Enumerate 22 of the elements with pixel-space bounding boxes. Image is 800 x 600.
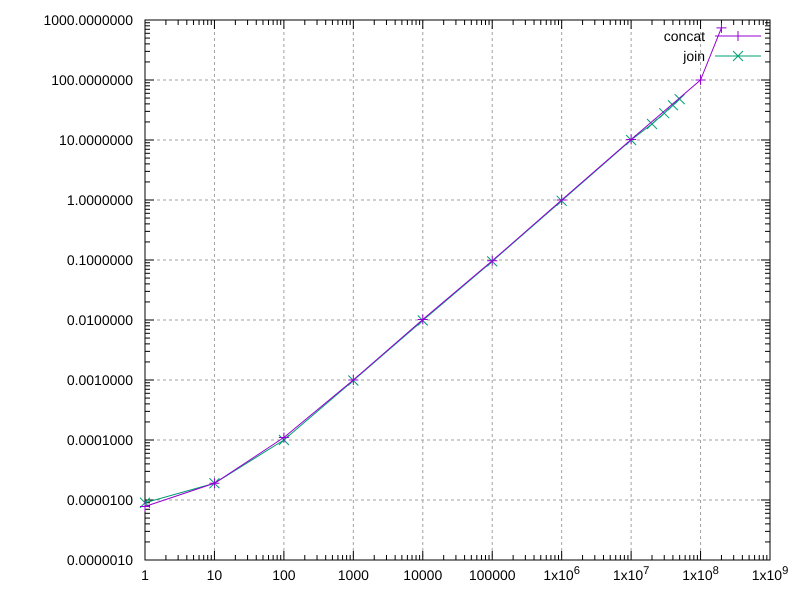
y-tick-label: 1000.0000000 <box>43 12 134 28</box>
x-tick-label: 100000 <box>468 567 516 583</box>
y-tick-label: 0.0100000 <box>66 312 134 328</box>
x-tick-label: 10 <box>206 567 222 583</box>
x-tick-label: 100 <box>272 567 296 583</box>
y-tick-label: 10.0000000 <box>59 132 134 148</box>
x-tick-label: 10000 <box>403 567 442 583</box>
x-tick-label: 1x10$^{9}$ <box>752 565 788 583</box>
y-tick-label: 0.1000000 <box>66 252 134 268</box>
y-tick-label: 0.0010000 <box>66 372 134 388</box>
x-tick-label: 1x10$^{8}$ <box>682 565 719 583</box>
legend-label: concat <box>664 28 706 44</box>
y-tick-label: 100.0000000 <box>51 72 134 88</box>
x-tick-label: 1x10$^{7}$ <box>612 565 650 583</box>
x-tick-label: 1x10$^{6}$ <box>543 565 580 583</box>
x-tick-label: 1 <box>141 567 150 583</box>
x-tick-label: 1000 <box>338 567 370 583</box>
y-tick-label: 0.0000010 <box>66 552 134 568</box>
y-tick-label: 0.0001000 <box>66 432 134 448</box>
legend-label: join <box>682 48 705 64</box>
y-tick-label: 1.0000000 <box>66 192 134 208</box>
y-tick-label: 0.0000100 <box>66 492 134 508</box>
